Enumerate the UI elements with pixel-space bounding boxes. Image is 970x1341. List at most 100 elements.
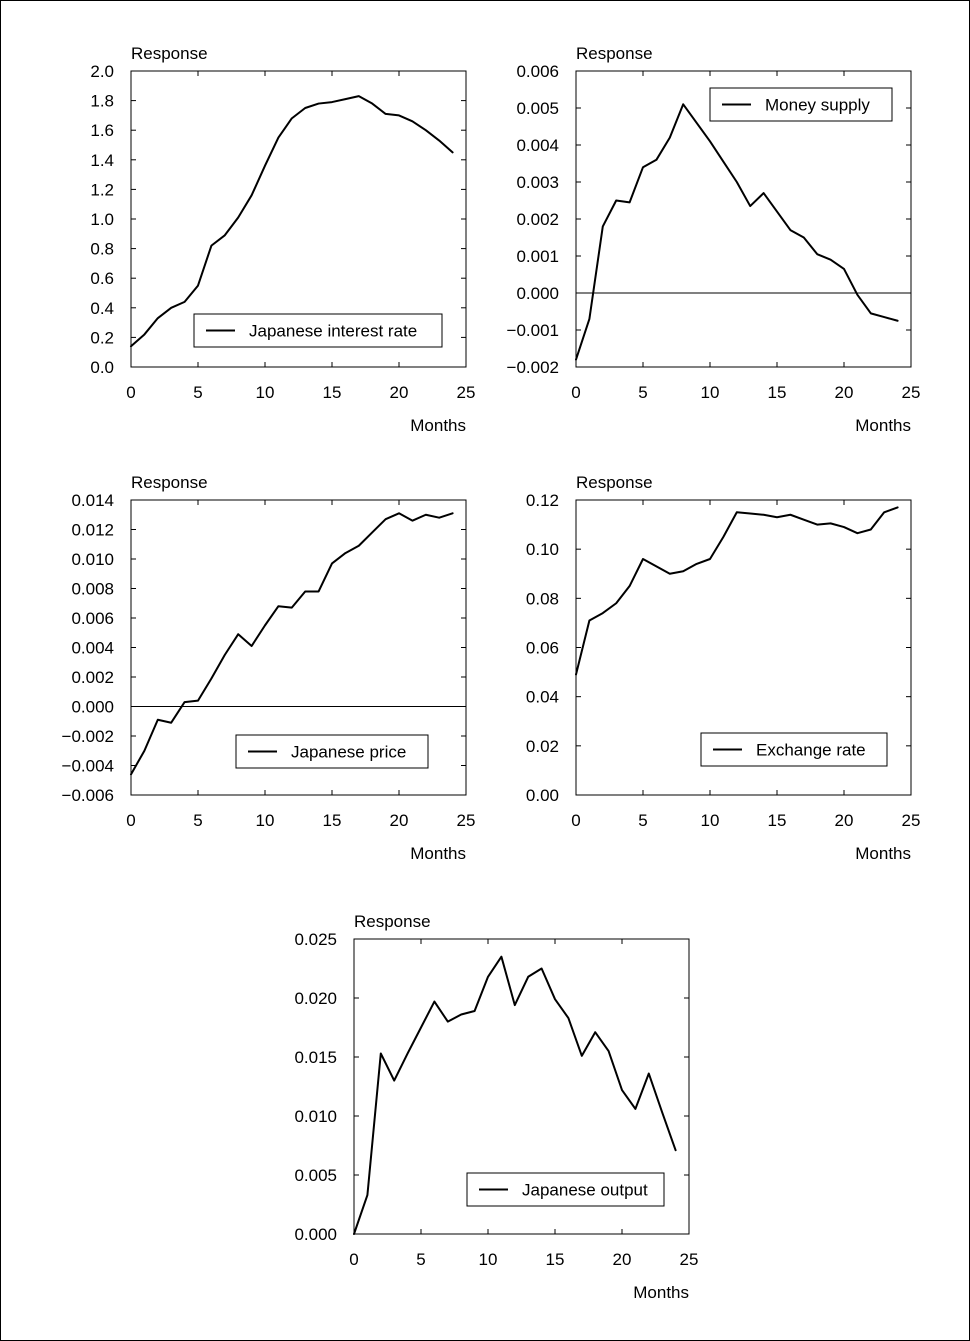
x-tick-label: 15	[323, 811, 342, 830]
x-tick-label: 20	[835, 383, 854, 402]
y-axis-title: Response	[131, 44, 208, 63]
series-line	[353, 955, 677, 1235]
chart-panel: 0.0 0.2 0.4 0.6 0.8 1.0 1.2 1.4 1.6 1.8 2.0 0 5 10 15 2…	[90, 44, 475, 435]
x-tick-label: 10	[701, 811, 720, 830]
y-tick-label: 0.0	[90, 358, 114, 377]
x-tick-label: 25	[457, 811, 476, 830]
series-line	[575, 506, 899, 676]
y-tick-label: 0.004	[516, 136, 559, 155]
x-tick-label: 25	[902, 383, 921, 402]
x-tick-label: 20	[613, 1250, 632, 1269]
y-tick-label: 0.010	[294, 1107, 337, 1126]
x-tick-label: 15	[768, 383, 787, 402]
y-axis-title: Response	[576, 44, 653, 63]
x-tick-label: 5	[193, 383, 202, 402]
y-tick-label: 0.003	[516, 173, 559, 192]
y-tick-label: 1.4	[90, 151, 114, 170]
y-tick-label: 0.02	[526, 737, 559, 756]
y-tick-label: 0.000	[294, 1225, 337, 1244]
x-tick-label: 0	[571, 383, 580, 402]
y-tick-label: 0.08	[526, 589, 559, 608]
y-tick-label: 0.004	[71, 639, 114, 658]
x-tick-label: 15	[323, 383, 342, 402]
y-tick-label: 0.04	[526, 688, 559, 707]
legend: Japanese interest rate	[193, 313, 443, 348]
legend-label: Japanese interest rate	[249, 322, 417, 341]
y-tick-label: 0.12	[526, 491, 559, 510]
chart-panel: −0.006 −0.004 −0.002 0.000 0.002 0.004 0.006 0.…	[62, 473, 476, 863]
legend: Exchange rate	[700, 732, 888, 767]
y-tick-label: 1.8	[90, 92, 114, 111]
series-line	[575, 103, 899, 361]
y-tick-label: 0.020	[294, 989, 337, 1008]
y-tick-label: 0.006	[516, 62, 559, 81]
legend-label: Japanese output	[522, 1181, 648, 1200]
x-axis-title: Months	[633, 1283, 689, 1302]
y-axis-title: Response	[576, 473, 653, 492]
x-tick-label: 25	[457, 383, 476, 402]
y-tick-label: 0.005	[516, 99, 559, 118]
legend: Japanese output	[466, 1172, 665, 1207]
y-tick-label: 0.006	[71, 609, 114, 628]
y-tick-label: 0.012	[71, 521, 114, 540]
y-tick-label: 0.010	[71, 550, 114, 569]
x-axis-title: Months	[855, 416, 911, 435]
y-tick-label: 0.6	[90, 269, 114, 288]
x-tick-label: 0	[349, 1250, 358, 1269]
y-tick-label: 1.2	[90, 180, 114, 199]
legend: Money supply	[709, 87, 893, 122]
y-tick-label: 1.0	[90, 210, 114, 229]
y-tick-label: −0.004	[62, 757, 114, 776]
series-line	[130, 512, 454, 776]
x-tick-label: 25	[680, 1250, 699, 1269]
x-tick-label: 0	[126, 383, 135, 402]
x-tick-label: 5	[638, 811, 647, 830]
y-tick-label: −0.006	[62, 786, 114, 805]
y-tick-label: 0.002	[516, 210, 559, 229]
legend: Japanese price	[235, 734, 429, 769]
x-tick-label: 15	[768, 811, 787, 830]
y-axis-title: Response	[354, 912, 431, 931]
x-axis-title: Months	[855, 844, 911, 863]
chart-panel: 0.000 0.005 0.010 0.015 0.020 0.025 0 5 10 15 20 25…	[294, 912, 698, 1302]
x-tick-label: 20	[390, 383, 409, 402]
x-tick-label: 0	[571, 811, 580, 830]
y-tick-label: 0.002	[71, 668, 114, 687]
x-tick-label: 15	[546, 1250, 565, 1269]
x-tick-label: 10	[256, 811, 275, 830]
x-tick-label: 5	[638, 383, 647, 402]
x-tick-label: 25	[902, 811, 921, 830]
x-axis-title: Months	[410, 416, 466, 435]
chart-panel: −0.002 −0.001 0.000 0.001 0.002 0.003 0.004 0.0…	[507, 44, 921, 435]
x-tick-label: 5	[193, 811, 202, 830]
chart-panel: 0.00 0.02 0.04 0.06 0.08 0.10 0.12 0 5 10 15 20 25 Re…	[526, 473, 921, 863]
x-tick-label: 10	[256, 383, 275, 402]
x-tick-label: 20	[390, 811, 409, 830]
y-tick-label: 0.00	[526, 786, 559, 805]
y-tick-label: 1.6	[90, 121, 114, 140]
y-tick-label: 0.000	[516, 284, 559, 303]
y-tick-label: 0.005	[294, 1166, 337, 1185]
x-tick-label: 10	[701, 383, 720, 402]
y-tick-label: 0.001	[516, 247, 559, 266]
x-tick-label: 20	[835, 811, 854, 830]
legend-label: Exchange rate	[756, 741, 866, 760]
y-tick-label: 0.015	[294, 1048, 337, 1067]
y-tick-label: 0.000	[71, 698, 114, 717]
x-tick-label: 10	[479, 1250, 498, 1269]
x-axis-title: Months	[410, 844, 466, 863]
series-line	[130, 95, 454, 348]
y-tick-label: −0.001	[507, 321, 559, 340]
x-tick-label: 5	[416, 1250, 425, 1269]
plot-frame	[353, 938, 690, 1235]
legend-label: Money supply	[765, 96, 870, 115]
y-tick-label: 0.014	[71, 491, 114, 510]
y-tick-label: 0.8	[90, 240, 114, 259]
y-tick-label: 0.4	[90, 299, 114, 318]
y-tick-label: 0.06	[526, 639, 559, 658]
y-tick-label: 0.008	[71, 580, 114, 599]
y-tick-label: 0.2	[90, 328, 114, 347]
y-tick-label: 2.0	[90, 62, 114, 81]
